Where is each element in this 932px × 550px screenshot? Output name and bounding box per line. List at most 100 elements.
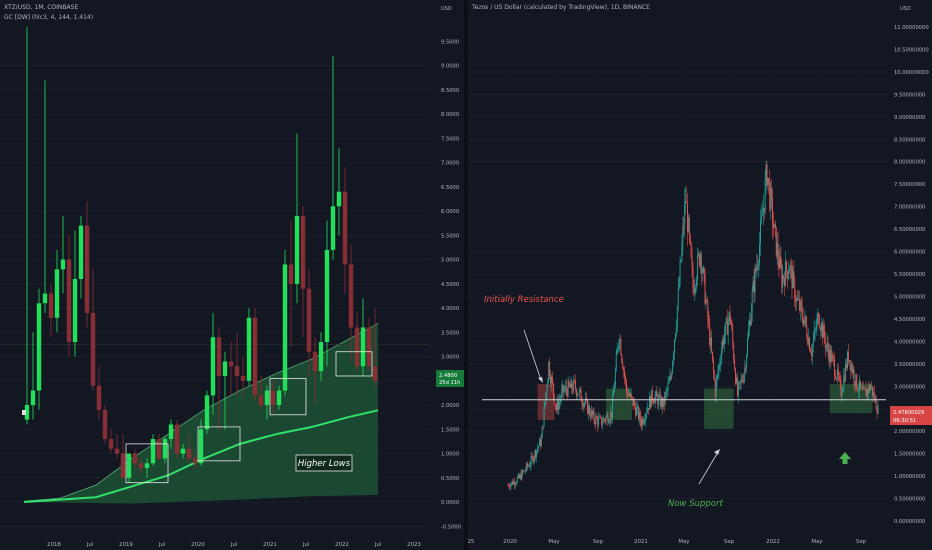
candle-body [827,342,829,351]
x-tick-label: Sep [724,539,735,545]
y-tick-label: 8.00000000 [894,160,925,166]
candle-body [544,402,546,407]
candle-body [521,470,523,480]
candle-body [680,259,682,262]
candle-body [561,390,563,399]
candle-body [545,392,547,403]
candle-body [590,410,592,418]
candle-body [300,215,306,289]
candle-body [724,322,726,336]
candle-body [661,398,662,407]
candle-body [619,339,621,342]
candle-body [585,398,587,403]
candle-body [839,377,841,381]
candle-body [336,191,342,207]
candle-body [795,300,797,302]
candle-body [635,406,637,416]
candle-body [342,191,348,265]
candle-body [853,369,855,382]
candle-body [861,386,863,390]
left-chart-panel[interactable]: 9.5000 9.0000 8.5000 8.0000 7.5000 7.0000 6.50… [0,0,464,550]
candle-body [553,394,555,404]
candle-body [770,187,772,209]
left-axis-unit: USD [441,6,452,12]
candle-body [706,300,708,302]
candle-body [712,359,714,372]
candle-body [539,439,541,447]
candle-body [570,380,572,388]
candle-body [168,424,174,440]
candle-body [761,215,762,222]
candle-body [864,388,866,390]
candle-body [536,450,538,457]
candle-body [841,392,843,396]
candle-body [741,378,743,381]
y-tick-label: 9.50000000 [894,92,925,98]
candle-body [222,361,228,376]
x-tick-label: May [678,539,690,545]
left-chart-svg[interactable]: 9.5000 9.0000 8.5000 8.0000 7.5000 7.0000 6.50… [0,0,464,550]
candle-body [600,416,601,418]
y-tick-label: 1.0000 [441,452,459,458]
candle-body [782,275,784,288]
candle-body [651,389,653,400]
candle-body [660,394,662,407]
candle-body [270,390,276,406]
candle-body [366,327,372,367]
right-chart-panel[interactable]: 11.00000000 10.50000000 10.00000000 9.50000… [468,0,932,550]
panel-divider[interactable] [464,0,468,550]
support-box [704,388,734,429]
candle-body [216,337,222,376]
candle-body [826,342,828,347]
candle-body [721,349,723,362]
candle-body [508,485,510,487]
candle-body [622,360,624,369]
x-tick-label: Sep [593,539,604,545]
candle-body [686,200,687,203]
candle-body [788,270,790,274]
candle-body [630,393,632,396]
candle-body [859,380,860,391]
y-tick-label: 10.00000000 [894,70,929,76]
candle-body [707,301,709,319]
y-tick-label: 9.5000 [441,39,459,45]
candle-body [156,439,162,459]
candle-body [695,286,697,288]
candle-body [592,411,594,415]
y-tick-label: 6.00000000 [894,250,925,256]
candle-body [678,284,680,289]
x-tick-label: 2020 [191,542,205,548]
candle-body [518,474,520,478]
y-tick-label: 3.50000000 [894,362,925,368]
candle-body [589,414,591,418]
x-tick-label: Jul [158,542,166,548]
right-chart-svg[interactable]: 11.00000000 10.50000000 10.00000000 9.50000… [468,0,932,550]
candle-body [813,330,815,340]
candle-body [633,400,635,406]
candle-body [819,323,821,329]
y-tick-label: 7.50000000 [894,182,925,188]
candle-body [640,421,642,427]
left-symbol-line: XTZ/USD, 1M, COINBASE [4,4,79,11]
candle-body [531,455,533,457]
candle-body [646,412,648,415]
candle-body [578,390,580,395]
candle-body [603,418,605,420]
y-tick-label: 0.50000000 [894,497,925,503]
candle-body [582,403,584,407]
candle-body [515,482,517,484]
candle-body [766,164,768,186]
x-tick-label: Sep [856,539,867,545]
candle-body [668,380,670,384]
y-tick-label: 6.50000000 [894,227,925,233]
candle-body [714,380,716,397]
candle-body [563,385,564,392]
candle-body [780,256,782,267]
candle-body [537,448,539,451]
candle-body [324,249,330,343]
candle-body [96,385,102,410]
y-tick-label: 5.0000 [441,258,459,264]
candle-body [539,439,540,447]
candle-body [683,226,685,228]
y-tick-label: 10.50000000 [894,47,929,53]
